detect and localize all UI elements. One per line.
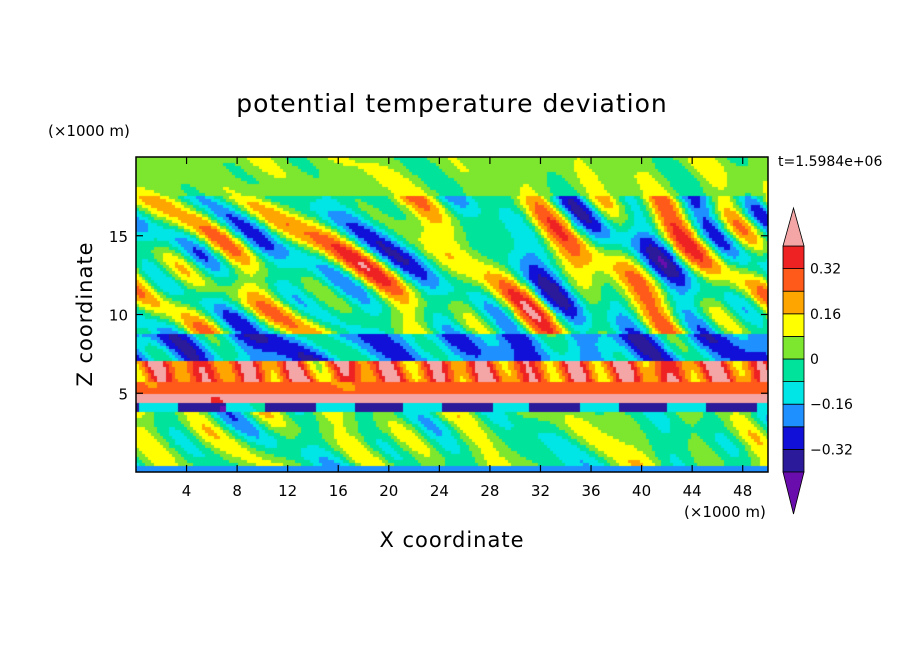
colorbar-band	[782, 426, 805, 450]
colorbar-band	[782, 381, 805, 405]
y-axis-ticks: 5 10 15	[109, 228, 768, 403]
x-unit-label: (×1000 m)	[684, 503, 766, 521]
colorbar-band	[782, 403, 805, 428]
x-tick-label: 36	[581, 482, 600, 500]
colorbar-band	[782, 358, 805, 383]
x-tick-label: 16	[329, 482, 348, 500]
colorbar-band	[782, 290, 805, 315]
colorbar-tick-label: −0.32	[810, 442, 853, 458]
colorbar-max-extension	[782, 206, 805, 247]
colorbar-tick-label: 0	[810, 352, 819, 368]
y-unit-label: (×1000 m)	[48, 122, 130, 140]
x-tick-label: 48	[733, 482, 752, 500]
x-tick-label: 40	[632, 482, 651, 500]
colorbar-band	[782, 245, 805, 270]
x-axis-ticks: 4 8 12 16 20 24 28 32 36 40 44 48	[182, 157, 752, 500]
colorbar-min-extension	[782, 471, 805, 515]
time-label: t=1.5984e+06	[778, 154, 882, 170]
colorbar-tick-label: 0.32	[810, 262, 841, 278]
colorbar-band	[782, 313, 805, 337]
colorbar-band	[782, 268, 805, 292]
y-tick-label: 10	[109, 307, 128, 325]
colorbar-band	[782, 448, 805, 473]
colorbar-tick-label: 0.16	[810, 307, 841, 323]
x-tick-label: 4	[182, 482, 192, 500]
colorbar-tick-label: −0.16	[810, 397, 853, 413]
colorbar: 0.32 0.16 0 −0.16 −0.32	[782, 206, 853, 515]
y-axis-label: Z coordinate	[73, 241, 97, 386]
colorbar-band	[782, 335, 805, 360]
x-tick-label: 32	[531, 482, 550, 500]
chart-title: potential temperature deviation	[236, 89, 667, 118]
temperature-field	[136, 157, 768, 472]
y-tick-label: 15	[109, 228, 128, 246]
y-tick-label: 5	[118, 385, 128, 403]
x-tick-label: 28	[480, 482, 499, 500]
x-tick-label: 24	[430, 482, 449, 500]
x-tick-label: 44	[683, 482, 702, 500]
x-tick-label: 8	[232, 482, 242, 500]
x-tick-label: 20	[379, 482, 398, 500]
field-raster	[136, 157, 768, 472]
x-axis-label: X coordinate	[379, 528, 524, 552]
x-tick-label: 12	[278, 482, 297, 500]
